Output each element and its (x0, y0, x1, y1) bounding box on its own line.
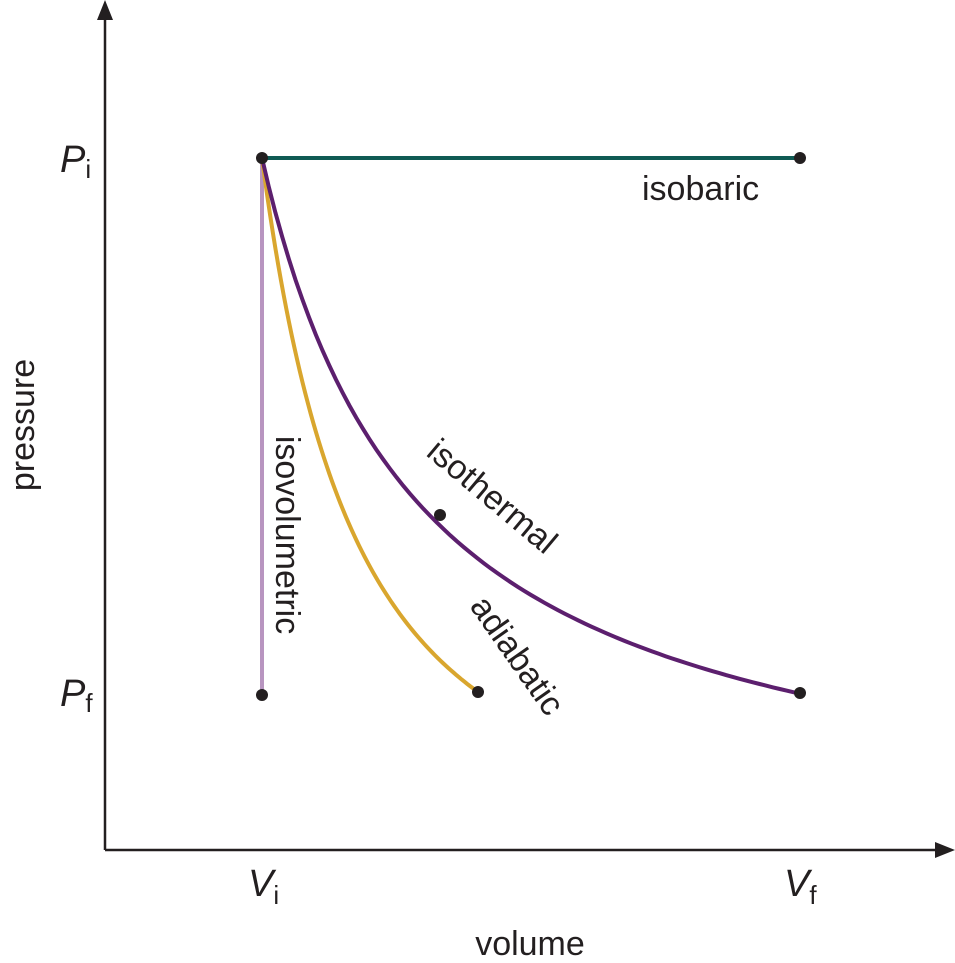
x-axis-arrow (935, 842, 955, 858)
subscript: f (85, 688, 93, 718)
symbol: P (60, 139, 86, 181)
isothermal-curve (260, 157, 801, 696)
process-label: isovolumetric (268, 436, 306, 634)
state-point (434, 509, 446, 521)
x-tick-label: Vf (784, 863, 817, 910)
y-axis-label: pressure (4, 359, 42, 491)
subscript: f (809, 880, 817, 910)
adiabatic-curve (260, 157, 480, 694)
state-point (472, 686, 484, 698)
state-point (794, 152, 806, 164)
symbol: V (248, 863, 277, 905)
subscript: i (85, 154, 91, 184)
symbol: P (60, 673, 86, 715)
state-point (256, 689, 268, 701)
process-label: isothermal (420, 432, 565, 562)
x-tick-label: Vi (248, 863, 279, 910)
y-tick-label: Pi (60, 139, 91, 184)
state-points (256, 152, 806, 701)
y-tick-label: Pf (60, 673, 93, 718)
x-axis-label: volume (475, 925, 585, 963)
state-point (256, 152, 268, 164)
subscript: i (273, 880, 279, 910)
symbol: V (784, 863, 813, 905)
y-axis-arrow (97, 0, 113, 20)
process-label: isobaric (642, 170, 759, 208)
state-point (794, 687, 806, 699)
